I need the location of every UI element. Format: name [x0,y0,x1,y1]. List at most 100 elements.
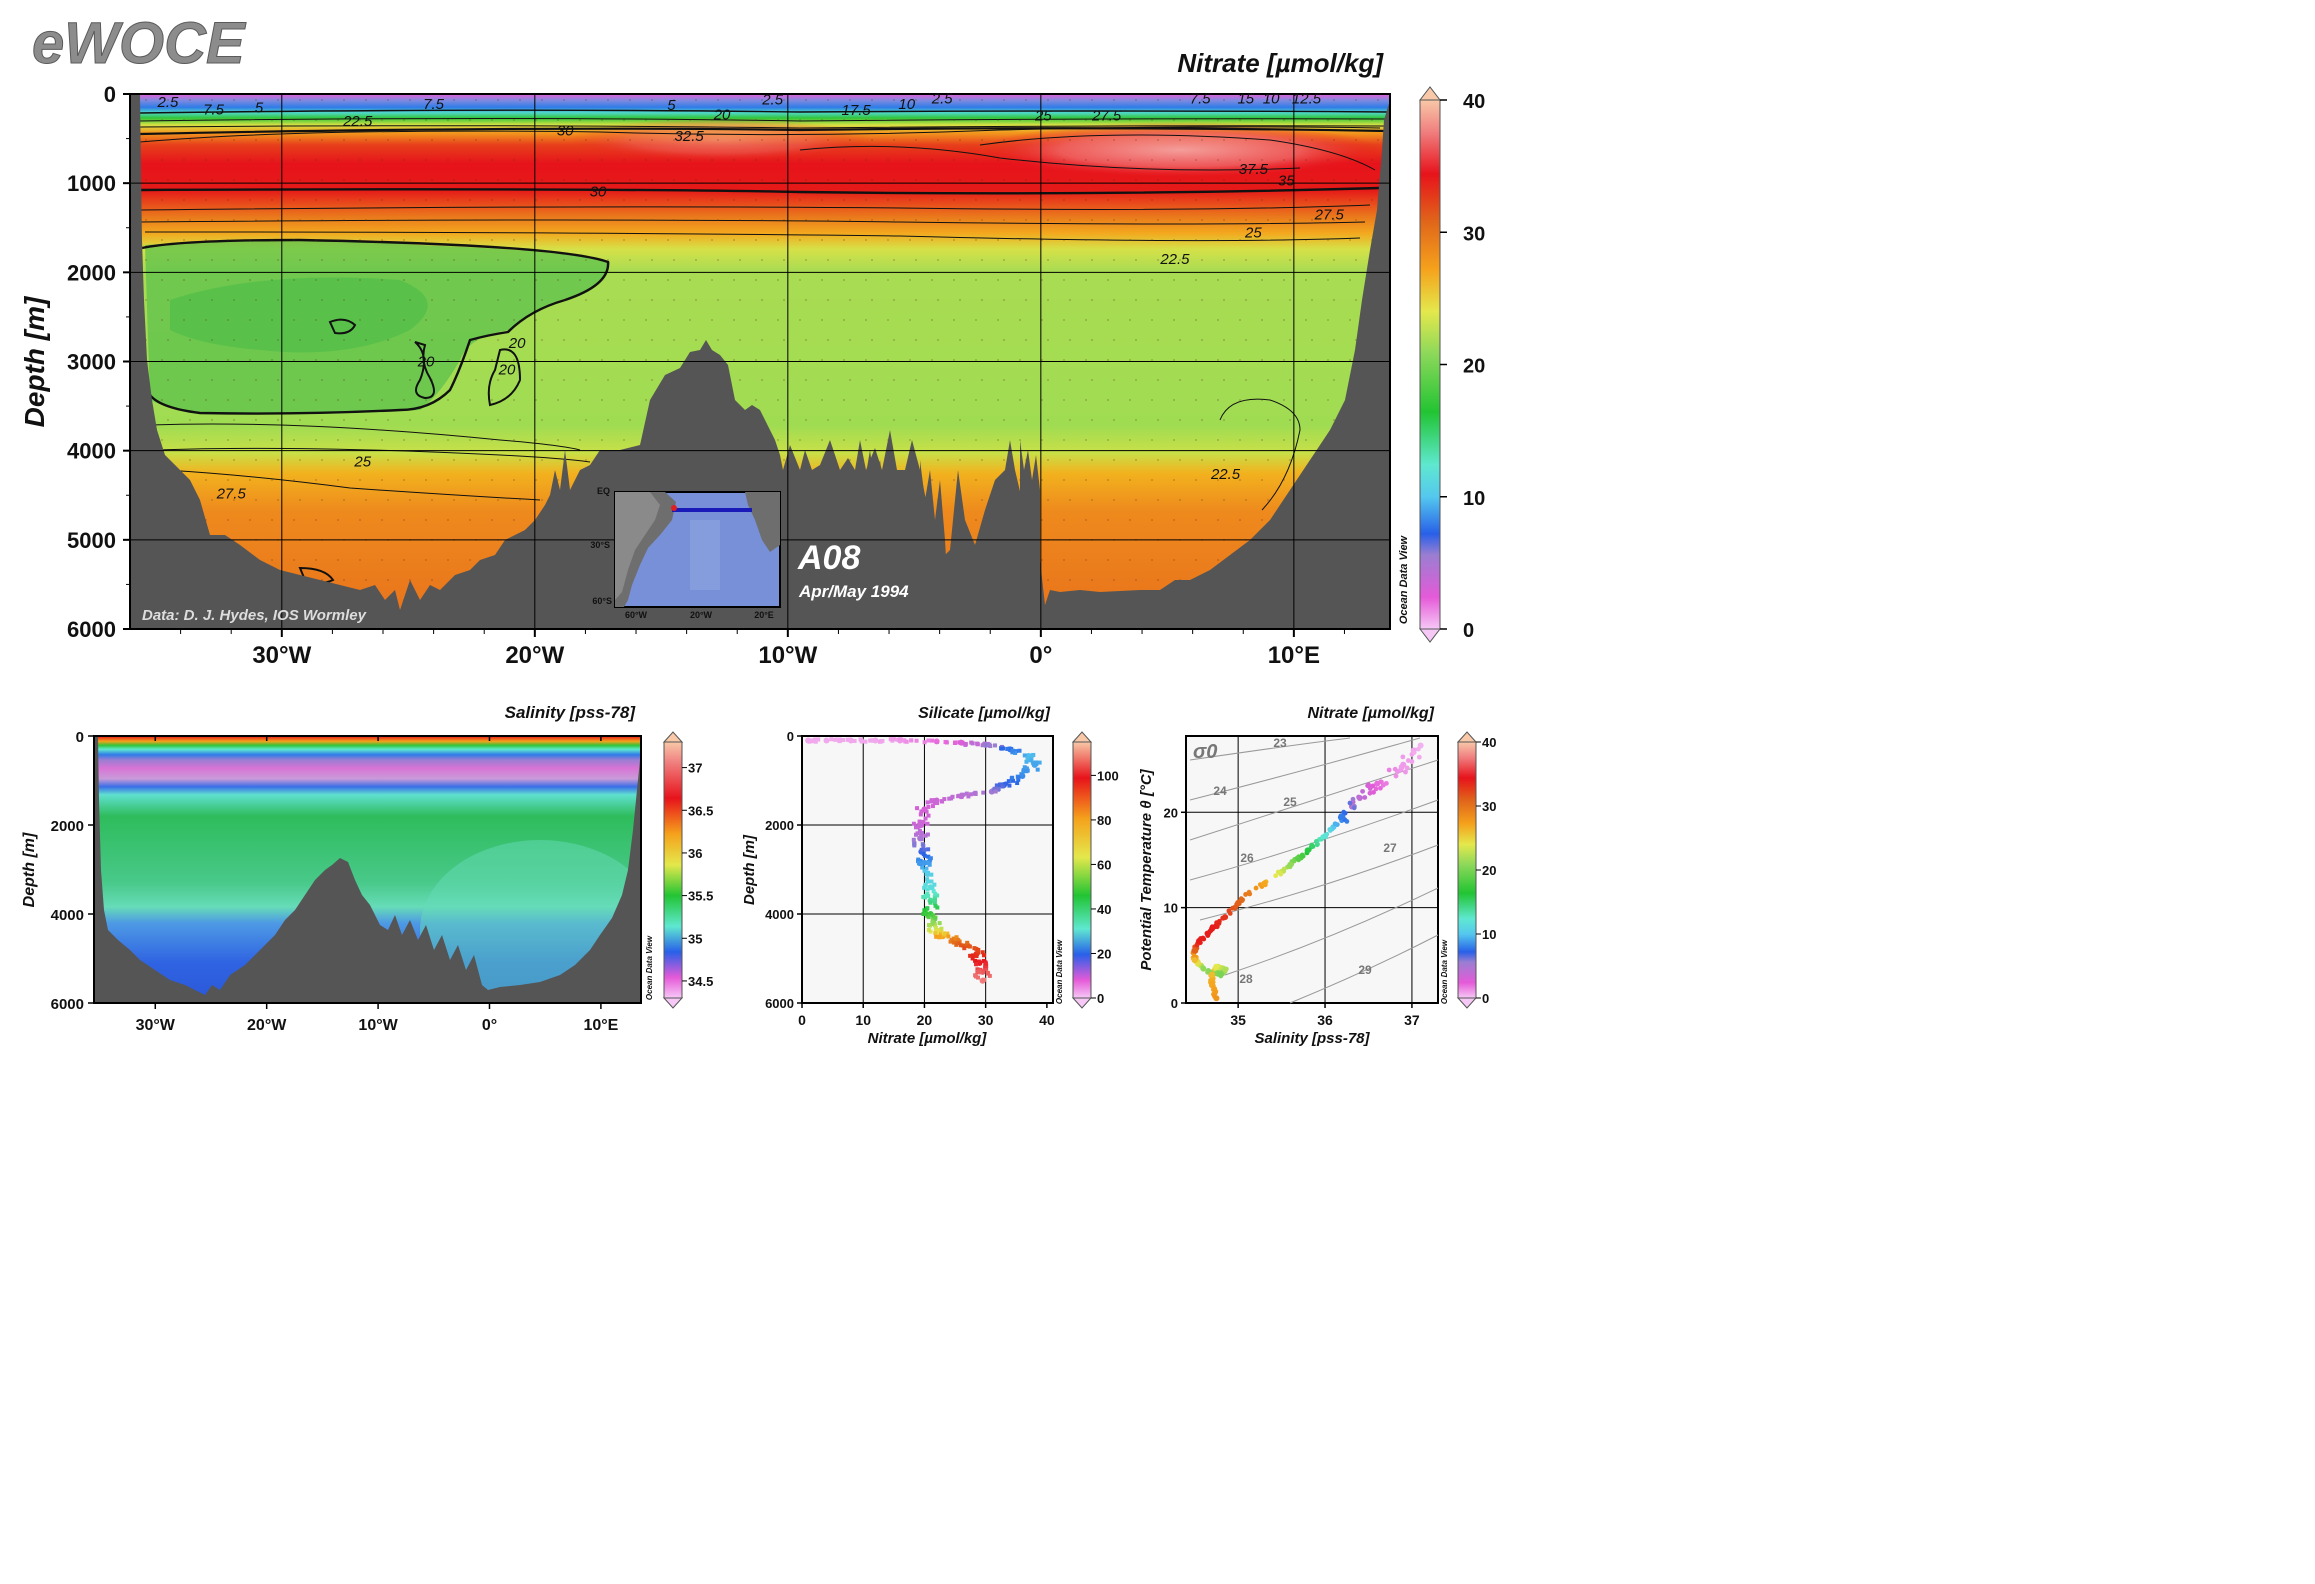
station-dot [475,339,477,341]
station-dot [1261,199,1263,201]
station-dot [799,119,801,121]
station-dot [167,179,169,181]
contour-label: 25 [1034,108,1052,125]
station-dot [409,139,411,141]
station-dot [755,199,757,201]
station-dot [1223,299,1225,301]
station-dot [711,199,713,201]
station-dot [953,239,955,241]
silicate-cloud-point [993,743,998,748]
station-dot [783,379,785,381]
station-dot [645,359,647,361]
station-dot [1327,159,1329,161]
station-dot [893,259,895,261]
station-dot [667,279,669,281]
station-dot [1349,199,1351,201]
station-dot [865,439,867,441]
station-dot [1041,519,1043,521]
main-x-ticks: 30°W 20°W 10°W 0° 10°E [180,629,1345,669]
silicate-cloud-point [909,738,914,743]
station-dot [387,499,389,501]
silicate-cloud-point [972,791,977,796]
station-dot [1179,339,1181,341]
salinity-y-tick-label: 2000 [51,818,84,835]
station-dot [959,379,961,381]
station-dot [277,299,279,301]
odv-watermark-salinity: Ocean Data View [645,935,654,1000]
station-dot [1151,399,1153,401]
salinity-bathymetry [94,736,641,1003]
station-dot [183,239,185,241]
silicate-x-tick-label: 0 [798,1012,806,1028]
station-dot [607,139,609,141]
station-dot [1239,439,1241,441]
salinity-colorbar-tick-label: 35.5 [688,889,713,904]
station-dot [909,399,911,401]
station-dot [513,479,515,481]
station-dot [777,199,779,201]
station-dot [1091,339,1093,341]
station-dot [629,379,631,381]
station-dot [937,219,939,221]
station-dot [585,459,587,461]
station-dot [1003,379,1005,381]
station-dot [821,319,823,321]
station-dot [541,299,543,301]
station-dot [1157,339,1159,341]
station-dot [211,379,213,381]
station-dot [293,519,295,521]
contour-label: 15 [1237,91,1254,108]
station-dot [981,219,983,221]
station-dot [519,219,521,221]
station-dot [1173,319,1175,321]
station-dot [491,399,493,401]
station-dot [1047,299,1049,301]
silicate-x-tick-label: 30 [978,1012,994,1028]
station-dot [359,359,361,361]
station-dot [381,119,383,121]
silicate-cloud-point [935,905,940,910]
station-dot [1201,299,1203,301]
station-dot [1129,279,1131,281]
silicate-cloud-point [958,943,963,948]
station-dot [315,399,317,401]
station-dot [167,419,169,421]
station-dot [805,339,807,341]
station-dot [909,239,911,241]
station-dot [887,199,889,201]
silicate-x-tick-label: 10 [855,1012,871,1028]
station-dot [1069,459,1071,461]
station-dot [1201,179,1203,181]
station-dot [365,259,367,261]
station-dot [959,139,961,141]
ts-point [1191,957,1198,964]
station-dot [249,319,251,321]
station-dot [205,319,207,321]
station-dot [1179,99,1181,101]
station-dot [453,259,455,261]
station-dot [1047,219,1049,221]
station-dot [1173,479,1175,481]
station-dot [1091,259,1093,261]
silicate-cloud-point [983,964,988,969]
station-dot [563,99,565,101]
station-dot [865,359,867,361]
station-dot [871,379,873,381]
silicate-cloud-point [1016,777,1021,782]
contour-label: 35 [1278,173,1295,190]
silicate-y-tick-label: 0 [787,729,794,744]
station-dot [227,199,229,201]
station-dot [601,439,603,441]
ts-cloud-point [1416,754,1422,760]
station-dot [1003,259,1005,261]
station-dot [915,99,917,101]
ts-x-tick-label: 37 [1404,1012,1420,1028]
station-dot [1003,459,1005,461]
silicate-cloud-point [974,962,979,967]
silicate-cloud-point [933,897,938,902]
station-dot [233,99,235,101]
station-dot [519,499,521,501]
station-dot [387,419,389,421]
